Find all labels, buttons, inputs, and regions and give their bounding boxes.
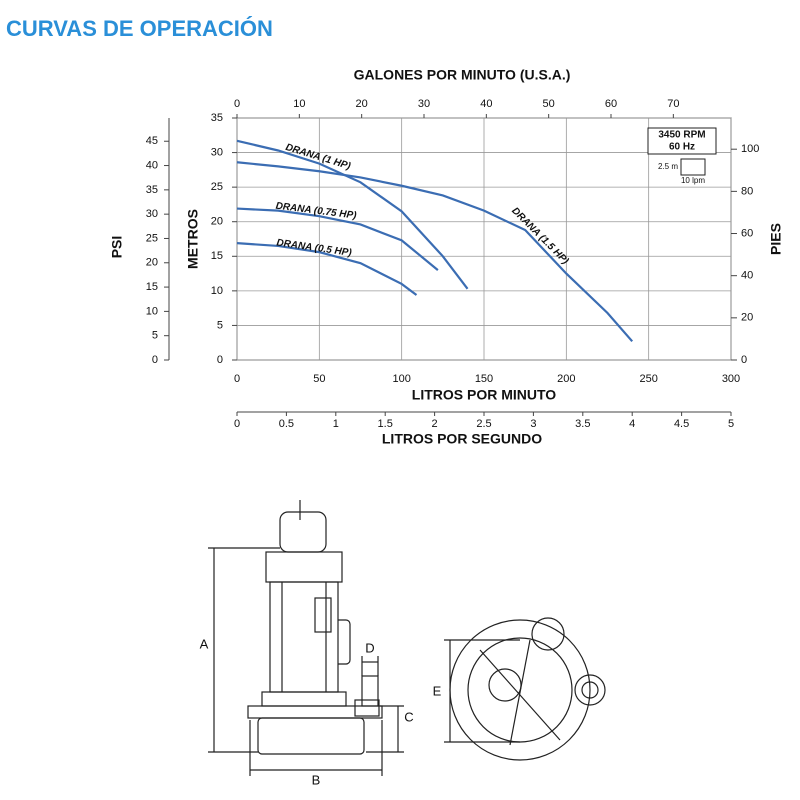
x-tick-label: 100 — [392, 373, 410, 385]
x2-tick-label: 10 — [293, 98, 305, 110]
y2-tick-label: 80 — [741, 185, 753, 197]
y-tick-label: 20 — [211, 216, 223, 228]
x2-tick-label: 0 — [234, 98, 240, 110]
x-tick-label: 50 — [313, 373, 325, 385]
y-tick-label: 25 — [211, 181, 223, 193]
scale-box — [680, 158, 706, 176]
dimension-label: A — [200, 636, 209, 651]
y-tick-label: 30 — [211, 146, 223, 158]
series-line — [236, 242, 418, 296]
x3-tick-label: 4.5 — [674, 418, 689, 430]
x2-tick-label: 40 — [480, 98, 492, 110]
series-line — [236, 161, 634, 343]
x2-axis-title: GALONES POR MINUTO (U.S.A.) — [354, 67, 571, 83]
x3-tick-label: 2.5 — [476, 418, 491, 430]
y3-tick-label: 20 — [146, 257, 158, 269]
y-tick-label: 15 — [211, 250, 223, 262]
y3-tick-label: 25 — [146, 232, 158, 244]
x-tick-label: 300 — [722, 373, 740, 385]
x2-tick-label: 70 — [667, 98, 679, 110]
x-tick-label: 150 — [475, 373, 493, 385]
y2-tick-label: 20 — [741, 312, 753, 324]
annotation: 3450 RPM — [658, 130, 705, 141]
annotation-box — [647, 127, 717, 155]
y-tick-label: 0 — [217, 354, 223, 366]
pump-drawing — [208, 500, 606, 776]
x-tick-label: 0 — [234, 373, 240, 385]
x2-tick-label: 30 — [418, 98, 430, 110]
x-axis-title: LITROS POR MINUTO — [412, 387, 557, 403]
annotation: 10 lpm — [681, 176, 705, 185]
y3-tick-label: 0 — [152, 354, 158, 366]
dimension-label: B — [312, 772, 321, 787]
x3-axis-title: LITROS POR SEGUNDO — [382, 431, 542, 447]
y3-tick-label: 15 — [146, 281, 158, 293]
x3-tick-label: 1.5 — [378, 418, 393, 430]
x3-tick-label: 5 — [728, 418, 734, 430]
annotation: 2.5 m — [658, 162, 678, 171]
y3-tick-label: 10 — [146, 305, 158, 317]
dimension-label: E — [433, 683, 442, 698]
y2-tick-label: 100 — [741, 143, 759, 155]
x3-tick-label: 4 — [629, 418, 635, 430]
x3-tick-label: 3 — [530, 418, 536, 430]
x2-tick-label: 60 — [605, 98, 617, 110]
y3-tick-label: 40 — [146, 159, 158, 171]
series-line — [236, 139, 469, 290]
y-tick-label: 10 — [211, 285, 223, 297]
y2-tick-label: 40 — [741, 270, 753, 282]
y3-tick-label: 45 — [146, 135, 158, 147]
y-tick-label: 35 — [211, 112, 223, 124]
x2-tick-label: 50 — [543, 98, 555, 110]
y3-tick-label: 5 — [152, 330, 158, 342]
series-line — [236, 207, 439, 271]
x3-tick-label: 0 — [234, 418, 240, 430]
x2-tick-label: 20 — [356, 98, 368, 110]
dimension-label: C — [404, 709, 413, 724]
x3-tick-label: 2 — [432, 418, 438, 430]
page-title: CURVAS DE OPERACIÓN — [6, 16, 273, 41]
y-tick-label: 5 — [217, 319, 223, 331]
y2-axis-title: PIES — [768, 223, 784, 255]
y3-tick-label: 30 — [146, 208, 158, 220]
x3-tick-label: 3.5 — [575, 418, 590, 430]
x-tick-label: 250 — [639, 373, 657, 385]
y3-tick-label: 35 — [146, 184, 158, 196]
y3-axis-title: PSI — [109, 236, 125, 259]
y-axis-title: METROS — [185, 209, 201, 269]
dimension-label: D — [365, 640, 374, 655]
x-tick-label: 200 — [557, 373, 575, 385]
x3-tick-label: 1 — [333, 418, 339, 430]
y2-tick-label: 60 — [741, 227, 753, 239]
x3-tick-label: 0.5 — [279, 418, 294, 430]
y2-tick-label: 0 — [741, 354, 747, 366]
annotation: 60 Hz — [669, 142, 695, 153]
